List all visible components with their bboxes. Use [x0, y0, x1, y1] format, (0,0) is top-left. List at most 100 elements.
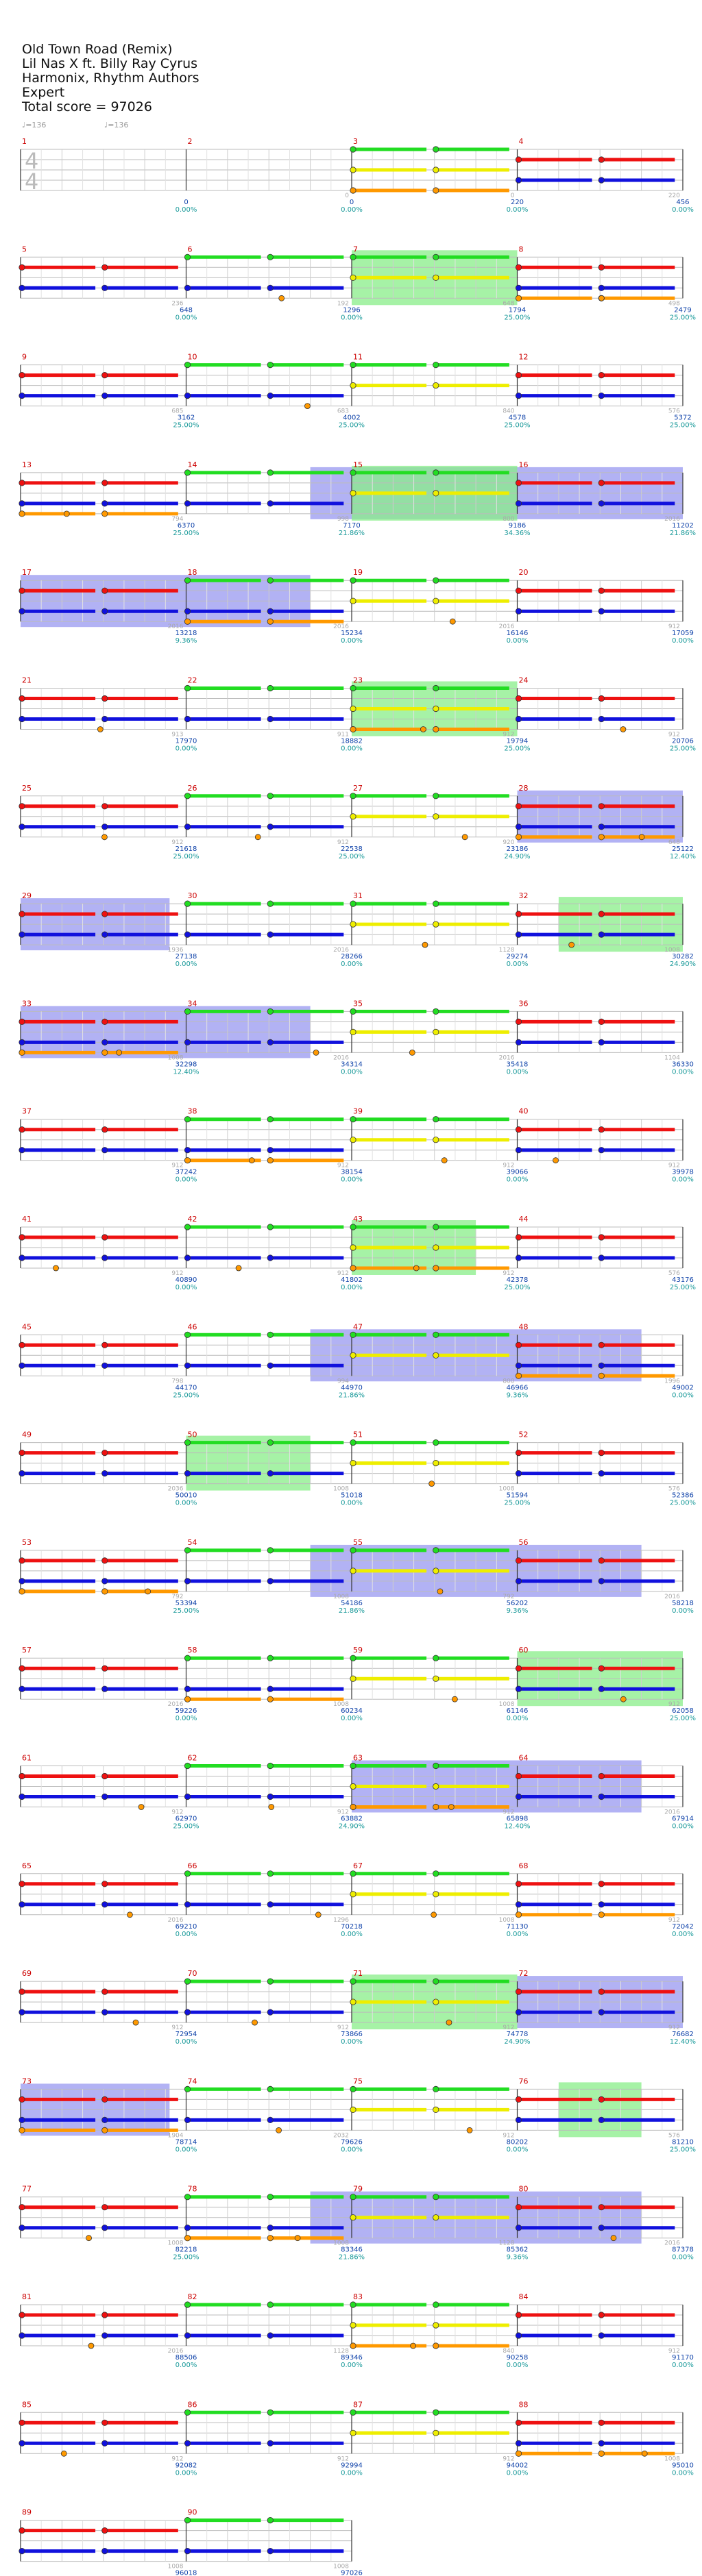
measure: 13 794 [19, 460, 186, 523]
measure-number: 75 [353, 2077, 363, 2085]
note-gem [350, 1783, 356, 1790]
measure-value: 912 [337, 1809, 349, 1816]
running-score: 9186 [509, 522, 526, 530]
note-gem [184, 469, 191, 476]
percent-label: 0.00% [672, 2362, 694, 2369]
measure-value: 912 [668, 1163, 680, 1169]
running-score: 32298 [176, 1061, 197, 1068]
running-score: 51594 [507, 1492, 529, 1500]
note-gem [466, 2127, 473, 2133]
measure: 39 912 [350, 1107, 518, 1169]
note-gem [101, 1147, 108, 1154]
note-gem [267, 715, 274, 723]
measure-number: 74 [188, 2077, 197, 2085]
note-gem [433, 490, 439, 497]
note-gem [410, 2342, 417, 2349]
note-gem [433, 1978, 439, 1985]
percent-label: 24.90% [504, 853, 530, 860]
measure-number: 39 [353, 1107, 363, 1116]
note-gem [19, 1881, 25, 1887]
note-gem [350, 1224, 356, 1230]
percent-label: 9.36% [507, 1607, 529, 1615]
note-gem [433, 2342, 439, 2349]
measure: 20 [185, 137, 352, 199]
percent-label: 21.86% [670, 530, 696, 537]
note-gem [433, 1891, 439, 1898]
note-gem [515, 1254, 522, 1261]
percent-label: 34.36% [504, 530, 530, 537]
running-score: 17059 [672, 630, 694, 637]
note-gem [350, 1675, 356, 1682]
note-gem [19, 2127, 25, 2133]
note-gem [350, 1998, 356, 2005]
measure-value: 2032 [333, 2132, 349, 2139]
measure: 54 1008 [184, 1538, 352, 1600]
note-gem [515, 1685, 522, 1692]
measure-value: 2016 [168, 1917, 184, 1924]
running-score: 82218 [176, 2246, 197, 2254]
measure-value: 912 [503, 1163, 514, 1169]
measure: 81 2016 [19, 2292, 186, 2355]
percent-label: 25.00% [173, 2254, 199, 2262]
note-gem [350, 1655, 356, 1661]
note-gem [441, 1157, 448, 1164]
measure: 32 1008 [515, 891, 683, 954]
percent-label: 0.00% [507, 2146, 529, 2153]
measure-number: 34 [188, 999, 197, 1008]
note-gem [267, 253, 274, 260]
measure-value: 1008 [333, 1486, 349, 1493]
percent-label: 0.00% [507, 961, 529, 968]
running-score: 40890 [176, 1276, 197, 1284]
note-gem [267, 684, 274, 692]
note-gem [184, 2440, 191, 2447]
measure-number: 69 [22, 1969, 32, 1978]
note-gem [267, 618, 274, 625]
note-gem [350, 382, 356, 389]
measure-number: 27 [353, 784, 363, 793]
note-gem [267, 500, 274, 507]
running-score: 39978 [672, 1169, 694, 1176]
measure: 28 648 [515, 784, 683, 846]
measure-value: 2016 [499, 1054, 515, 1061]
note-gem [433, 2214, 439, 2221]
note-gem [19, 1362, 25, 1369]
measure-value: 1104 [664, 1054, 680, 1061]
note-gem [19, 1039, 25, 1046]
measure: 79 1128 [350, 2185, 518, 2247]
measure: 88 1008 [515, 2400, 683, 2462]
note-gem [184, 577, 191, 584]
note-gem [350, 1547, 356, 1554]
note-gem [433, 1439, 439, 1446]
measure-value: 920 [503, 839, 514, 846]
running-score: 42378 [507, 1276, 529, 1284]
measure-number: 57 [22, 1646, 32, 1655]
measure-number: 42 [188, 1215, 197, 1224]
note-gem [433, 1803, 439, 1811]
note-gem [267, 2116, 274, 2123]
note-gem [350, 274, 356, 281]
percent-label: 24.90% [670, 961, 696, 968]
note-gem [433, 921, 439, 928]
note-gem [433, 146, 439, 153]
running-score: 91170 [672, 2354, 694, 2362]
note-gem [433, 1244, 439, 1251]
note-gem [60, 2450, 67, 2457]
running-score: 38154 [341, 1169, 363, 1176]
note-gem [19, 1988, 25, 1995]
note-gem [19, 1793, 25, 1800]
note-gem [553, 1157, 559, 1164]
note-gem [267, 392, 274, 399]
measure: 87 912 [350, 2400, 518, 2462]
measure-number: 2 [188, 137, 193, 146]
measure-number: 26 [188, 784, 197, 793]
note-gem [350, 2194, 356, 2201]
running-score: 94002 [507, 2462, 529, 2469]
measure-value: 2016 [664, 1809, 680, 1816]
measure-value: 1296 [333, 1917, 349, 1924]
note-gem [515, 1911, 522, 1918]
note-gem [267, 2009, 274, 2016]
note-gem [19, 1254, 25, 1261]
running-score: 81210 [672, 2138, 694, 2146]
note-gem [184, 823, 191, 830]
